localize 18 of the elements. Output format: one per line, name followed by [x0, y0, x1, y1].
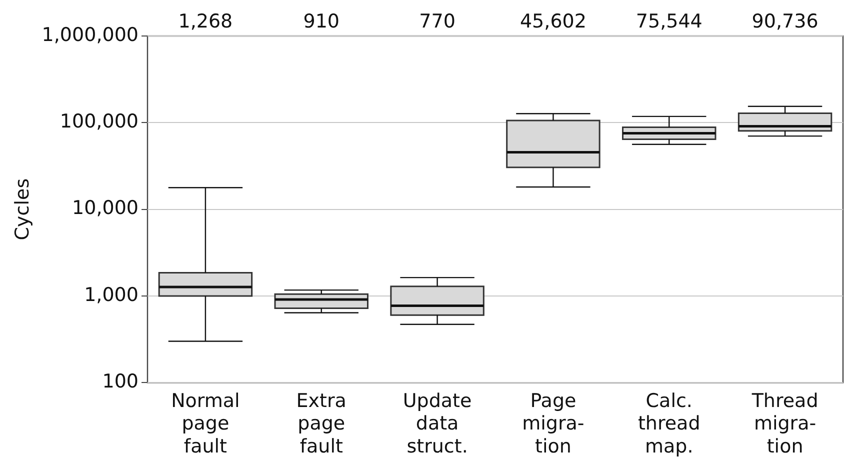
y-tick-label: 1,000 [84, 284, 138, 306]
y-tick-label: 100,000 [60, 110, 138, 133]
text: 75,544 [636, 10, 702, 32]
text: 910 [303, 10, 340, 32]
x-tick-label: Calc. thread map. [638, 390, 700, 458]
x-tick-label: Normal page fault [171, 390, 240, 458]
text: 1,268 [178, 10, 233, 32]
text: 90,736 [752, 10, 818, 32]
text: 770 [419, 10, 456, 32]
x-tick-label: Thread migra- tion [750, 390, 818, 458]
y-axis-title: Cycles [11, 178, 34, 240]
x-tick-label: Update data struct. [402, 390, 472, 458]
text: 45,602 [520, 10, 586, 32]
y-tick-label: 1,000,000 [42, 24, 138, 46]
y-tick-label: 10,000 [72, 197, 138, 220]
y-tick-label: 100 [102, 370, 138, 393]
x-tick-label: Extra page fault [296, 390, 346, 458]
x-tick-label: Page migra- tion [522, 390, 584, 458]
